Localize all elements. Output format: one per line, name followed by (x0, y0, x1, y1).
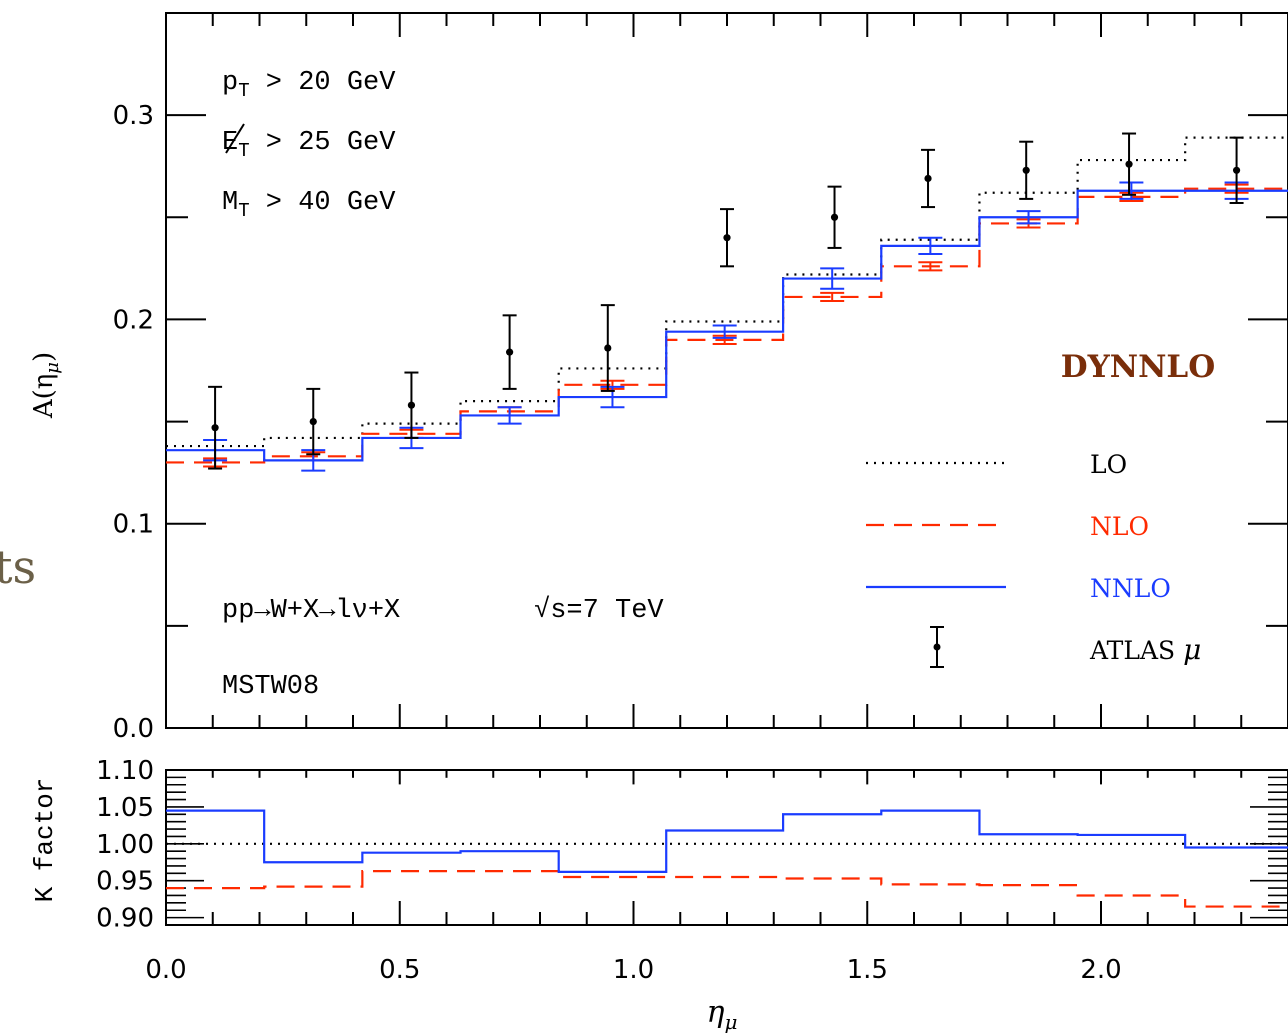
x-tick-label: 0.0 (145, 955, 186, 985)
main-ylabel-close: ) (29, 352, 59, 362)
legend-nnlo-label: NNLO (1090, 574, 1171, 603)
energy-annotation: √s=7 TeV (534, 595, 664, 626)
atlas-data-point (924, 174, 932, 183)
atlas-data-point (723, 234, 731, 242)
et-slash (225, 123, 245, 154)
et-cut-annotation: ET > 25 GeV (222, 128, 396, 162)
main-y-tick-label: 0.1 (113, 510, 154, 540)
main-ylabel: A(ημ) (29, 352, 63, 419)
legend-atlas-label: ATLAS μ (1089, 633, 1201, 666)
background-fragment: ts (0, 540, 37, 594)
chart-marks: 0.0 0.5 1.0 1.5 2.0 0.0 0.1 0.2 0.3 1.10 1.05 1.00 0… (96, 12, 1288, 985)
legend-lo-label: LO (1090, 450, 1127, 479)
atlas-data-point (1022, 166, 1030, 174)
mt-cut-annotation: MT > 40 GeV (222, 188, 396, 222)
k-y-tick-label: 0.95 (96, 867, 154, 897)
main-y-tick-label: 0.0 (113, 714, 154, 744)
legend-nlo-label: NLO (1090, 512, 1149, 541)
k-series-nlo (166, 870, 1288, 908)
main-y-tick-label: 0.2 (113, 305, 154, 335)
atlas-data-point (1125, 160, 1133, 168)
xlabel: ημ (707, 995, 738, 1034)
x-tick-label: 1.0 (613, 955, 654, 985)
atlas-data-point (211, 424, 219, 432)
pdf-annotation: MSTW08 (222, 672, 319, 702)
main-series-nnlo (166, 189, 1288, 462)
atlas-data-point (309, 417, 317, 426)
main-ylabel-sub: μ (42, 362, 63, 374)
main-ylabel-text: A(η (29, 374, 59, 420)
atlas-data-point (830, 213, 839, 221)
legend-atlas-marker (930, 626, 944, 668)
legend: LO NLO NNLO ATLAS μ (866, 450, 1201, 668)
main-y-tick-label: 0.3 (113, 101, 154, 131)
pt-cut-annotation: pT > 20 GeV (222, 68, 396, 102)
k-y-tick-label: 1.00 (96, 830, 154, 860)
atlas-data-point (604, 344, 612, 352)
atlas-data-point (407, 401, 416, 409)
k-frame-rect (165, 769, 1288, 926)
k-y-tick-label: 1.05 (96, 793, 154, 823)
k-y-tick-label: 0.90 (96, 904, 154, 934)
k-factor-panel (165, 769, 1288, 926)
process-annotation: pp→W+X→lν+X (222, 596, 400, 626)
k-series-nnlo (166, 809, 1288, 873)
k-y-tick-label: 1.10 (96, 756, 154, 786)
x-tick-label: 2.0 (1080, 955, 1121, 985)
atlas-data-point (506, 348, 514, 356)
program-label: DYNNLO (1061, 349, 1216, 385)
x-tick-label: 1.5 (847, 955, 888, 985)
x-tick-label: 0.5 (379, 955, 420, 985)
k-ylabel: K factor (30, 778, 60, 903)
atlas-data-point (1232, 166, 1241, 174)
main-series-lo (166, 136, 1288, 448)
